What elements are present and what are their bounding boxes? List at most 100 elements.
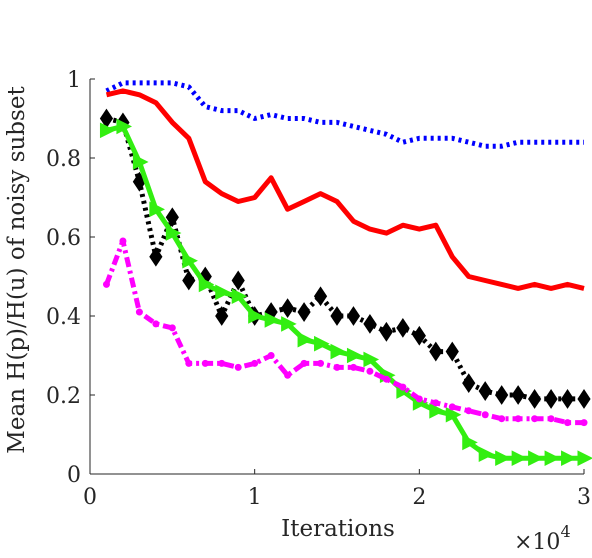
tick-labels: 0 1 2 3 0 0.2 0.4 0.6 0.8 1 <box>46 68 591 510</box>
data-point <box>478 381 492 401</box>
data-point <box>346 306 361 326</box>
data-point <box>132 154 149 170</box>
x-axis-multiplier-exponent: 4 <box>560 522 570 541</box>
series-1 <box>105 80 584 149</box>
data-point <box>531 415 539 423</box>
axes <box>89 78 585 475</box>
data-point <box>547 415 555 423</box>
x-axis-multiplier: ×104 <box>514 522 571 555</box>
data-point <box>102 280 110 288</box>
x-axis-multiplier-base: ×10 <box>514 530 560 555</box>
data-point <box>280 298 295 319</box>
data-point <box>185 359 193 367</box>
data-point <box>330 306 344 326</box>
data-point <box>135 308 143 316</box>
y-tick-label: 0.6 <box>46 226 81 251</box>
data-point <box>116 118 133 135</box>
data-point <box>201 359 209 367</box>
x-tick-label: 2 <box>412 485 426 510</box>
data-point <box>544 389 558 409</box>
data-point <box>165 207 179 228</box>
data-point <box>412 325 426 346</box>
data-point <box>248 308 264 324</box>
data-point <box>99 122 116 139</box>
data-point <box>267 352 275 359</box>
data-point <box>165 225 182 241</box>
y-tick-label: 0.2 <box>46 384 81 409</box>
series-2 <box>105 88 585 291</box>
data-point <box>234 363 242 371</box>
x-tick-label: 3 <box>577 485 591 510</box>
series-5 <box>102 237 588 427</box>
series-3 <box>99 108 591 409</box>
data-point <box>182 252 198 269</box>
data-point <box>415 395 423 403</box>
data-point <box>514 415 522 423</box>
data-point <box>429 341 443 362</box>
data-point <box>429 402 445 419</box>
data-point <box>577 450 592 467</box>
data-point <box>149 246 163 267</box>
data-point <box>182 270 196 291</box>
data-point <box>366 367 374 375</box>
data-point <box>580 419 588 427</box>
series-line <box>105 80 584 149</box>
data-point <box>544 450 561 467</box>
series-line <box>104 238 584 426</box>
data-point <box>168 324 176 332</box>
series-line <box>105 116 584 402</box>
data-point <box>498 415 506 423</box>
data-point <box>198 276 215 293</box>
series-4 <box>99 118 592 467</box>
data-point <box>363 351 380 368</box>
data-point <box>465 407 473 415</box>
y-tick-label: 0.8 <box>46 147 81 172</box>
y-tick-label: 0 <box>67 463 81 488</box>
data-point <box>215 284 231 301</box>
data-point <box>399 383 407 391</box>
data-point <box>346 347 363 364</box>
data-point <box>445 341 459 362</box>
data-point <box>313 286 328 307</box>
data-point <box>462 434 478 451</box>
data-point <box>264 312 281 328</box>
data-point <box>297 302 311 322</box>
data-point <box>527 389 542 409</box>
data-point <box>560 389 575 409</box>
y-axis-label: Mean H(p)/H(u) of noisy subset <box>4 86 30 454</box>
data-point <box>379 321 394 342</box>
data-point <box>297 331 314 348</box>
data-point <box>317 359 325 367</box>
data-point <box>382 375 390 383</box>
data-point <box>511 450 528 467</box>
data-point <box>349 363 357 371</box>
data-point <box>231 288 248 305</box>
data-point <box>119 237 127 245</box>
data-point <box>218 359 226 367</box>
data-point <box>149 201 165 218</box>
data-point <box>577 389 591 409</box>
data-point <box>396 317 410 338</box>
data-point <box>314 335 330 352</box>
x-axis-label: Iterations <box>281 516 395 542</box>
data-point <box>495 385 509 405</box>
data-point <box>561 450 577 467</box>
data-point <box>152 320 160 328</box>
x-tick-label: 1 <box>248 485 262 510</box>
data-point <box>445 406 462 423</box>
data-point <box>481 411 489 419</box>
data-point <box>462 373 476 394</box>
data-point <box>511 385 525 405</box>
data-point <box>528 450 544 467</box>
series-line <box>105 123 584 461</box>
series-layer <box>99 80 592 467</box>
data-point <box>478 446 495 463</box>
data-point <box>432 399 440 407</box>
x-tick-label: 0 <box>83 485 97 510</box>
data-point <box>300 359 308 367</box>
y-tick-label: 0.4 <box>46 305 81 330</box>
data-point <box>564 419 572 427</box>
data-point <box>251 359 259 367</box>
series-line <box>105 88 585 291</box>
